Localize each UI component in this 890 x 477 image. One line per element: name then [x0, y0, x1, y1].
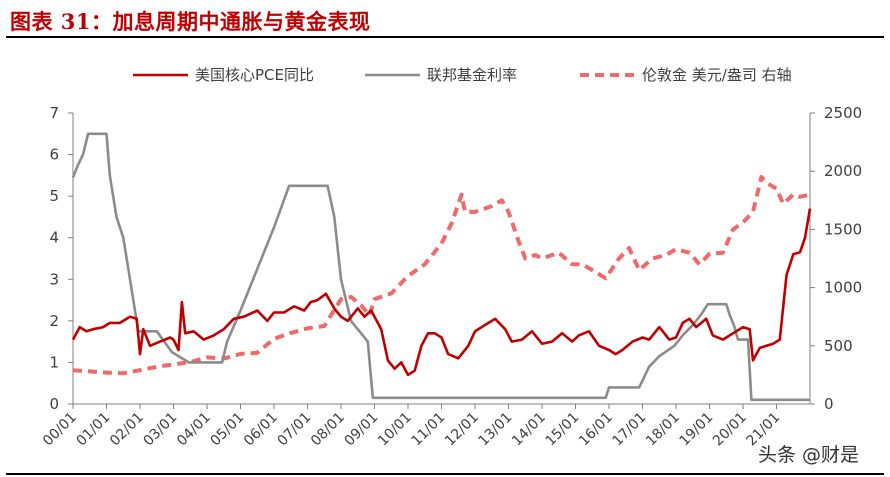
x-tick-label: 09/01: [341, 410, 381, 450]
y-left-tick-label: 6: [49, 146, 59, 164]
y-left-tick-label: 7: [49, 104, 59, 122]
chart-legend: 美国核心PCE同比 联邦基金利率 伦敦金 美元/盎司 右轴: [133, 66, 792, 84]
y-left-tick-label: 4: [49, 229, 59, 247]
y-right-tick-label: 2500: [824, 104, 862, 122]
x-tick-label: 12/01: [442, 410, 482, 450]
x-tick-label: 06/01: [241, 410, 281, 450]
x-tick-label: 07/01: [274, 410, 314, 450]
x-tick-label: 00/01: [40, 410, 80, 450]
x-tick-label: 20/01: [710, 410, 750, 450]
series-line-1: [71, 132, 810, 402]
x-tick-label: 02/01: [107, 410, 147, 450]
y-right-tick-label: 500: [824, 337, 853, 355]
bottom-divider: [6, 473, 884, 475]
y-left-tick-label: 1: [49, 353, 59, 371]
y-right-tick-label: 1000: [824, 279, 862, 297]
x-tick-label: 13/01: [475, 410, 515, 450]
legend-label-2: 伦敦金 美元/盎司 右轴: [642, 66, 792, 84]
y-left-tick-label: 2: [49, 312, 59, 330]
x-tick-label: 19/01: [676, 410, 716, 450]
title-divider: [6, 36, 884, 38]
y-right-tick-label: 0: [824, 395, 834, 413]
y-left-tick-label: 0: [49, 395, 59, 413]
x-tick-label: 08/01: [308, 410, 348, 450]
y-left-tick-label: 5: [49, 187, 59, 205]
legend-label-1: 联邦基金利率: [427, 66, 517, 84]
title-bar: 图表 31：加息周期中通胀与黄金表现: [0, 0, 890, 40]
chart-title: 图表 31：加息周期中通胀与黄金表现: [10, 9, 371, 34]
watermark: 头条 @财是: [758, 444, 860, 466]
legend-label-0: 美国核心PCE同比: [195, 66, 314, 84]
x-tick-label: 15/01: [542, 410, 582, 450]
x-tick-label: 14/01: [509, 410, 549, 450]
x-tick-label: 01/01: [73, 410, 113, 450]
x-tick-label: 10/01: [375, 410, 415, 450]
x-tick-label: 04/01: [174, 410, 214, 450]
x-tick-label: 05/01: [207, 410, 247, 450]
x-tick-label: 03/01: [140, 410, 180, 450]
x-tick-label: 16/01: [576, 410, 616, 450]
chart-series: [71, 132, 812, 402]
x-tick-label: 17/01: [609, 410, 649, 450]
series-line-0: [71, 208, 812, 377]
y-right-tick-label: 2000: [824, 162, 862, 180]
x-tick-label: 18/01: [643, 410, 683, 450]
y-right-tick-label: 1500: [824, 220, 862, 238]
y-left-tick-label: 3: [49, 270, 59, 288]
x-tick-label: 11/01: [408, 410, 448, 450]
series-line-2: [72, 175, 811, 376]
